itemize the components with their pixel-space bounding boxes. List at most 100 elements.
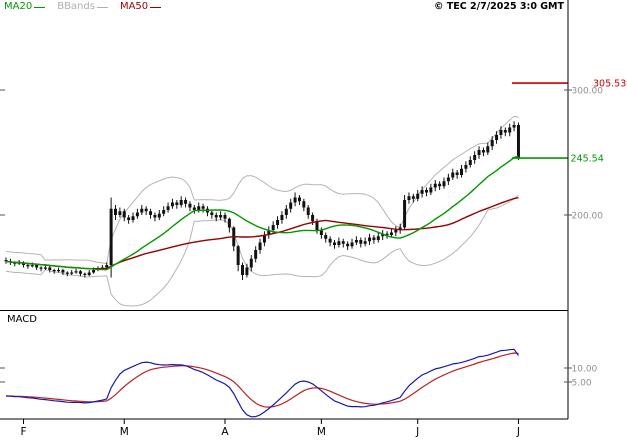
candle-body — [271, 225, 275, 230]
candle-body — [131, 216, 135, 220]
candle-body — [403, 200, 407, 228]
candle-body — [289, 202, 293, 209]
candle-body — [144, 208, 148, 212]
candle-body — [87, 272, 91, 275]
candle-body — [473, 155, 477, 160]
candle-body — [490, 140, 494, 147]
bollinger-lower-line — [5, 194, 519, 307]
candle-body — [341, 241, 345, 244]
candle-body — [241, 265, 245, 275]
candle-body — [4, 260, 8, 262]
macd-panel-label: MACD — [7, 314, 37, 325]
candle-body — [481, 150, 485, 153]
candle-body — [389, 232, 393, 235]
candle-body — [503, 130, 507, 133]
candle-body — [293, 197, 297, 203]
candle-body — [486, 146, 490, 153]
candle-body — [354, 240, 358, 243]
candle-body — [65, 272, 69, 274]
candle-body — [236, 246, 240, 265]
month-label: M — [317, 426, 326, 438]
candle-body — [78, 271, 82, 274]
candle-body — [254, 250, 258, 259]
candle-body — [26, 265, 30, 267]
month-label: J — [415, 426, 419, 438]
price-hlines: 305.53 245.54 — [512, 79, 626, 165]
legend-item-ma50: MA50 — [120, 1, 162, 13]
candle-body — [411, 196, 415, 199]
candle-body — [245, 267, 249, 275]
candle-body — [118, 211, 122, 215]
candle-body — [210, 212, 214, 215]
macd-signal-line — [6, 352, 519, 408]
candle-body — [267, 230, 271, 235]
candle-body — [315, 221, 319, 230]
candle-body — [149, 211, 153, 215]
candle-body — [368, 237, 372, 242]
candle-body — [188, 203, 192, 208]
candle-body — [499, 130, 503, 135]
ma20-legend-line-swatch — [34, 7, 46, 8]
macd-series — [5, 348, 519, 418]
candle-body — [22, 262, 26, 265]
candle-body — [420, 190, 424, 194]
legend-item-ma20: MA20 — [4, 1, 46, 13]
candle-body — [394, 230, 398, 233]
candle-body — [306, 207, 310, 215]
candle-body — [214, 215, 218, 218]
candle-body — [179, 200, 183, 205]
candle-body — [424, 190, 428, 193]
candle-body — [280, 215, 284, 220]
last-price-label: 245.54 — [571, 154, 604, 165]
candle-body — [140, 208, 144, 213]
candle-body — [464, 165, 468, 169]
month-label: M — [120, 426, 129, 438]
candle-body — [455, 172, 459, 175]
candle-body — [223, 215, 227, 219]
candle-body — [468, 160, 472, 165]
candle-body — [385, 233, 389, 235]
month-label: F — [20, 426, 26, 438]
candle-body — [219, 215, 223, 218]
bollinger-upper-line — [5, 115, 519, 265]
candle-body — [372, 237, 376, 240]
chart-legend: MA20 BBands MA50 — [4, 1, 162, 13]
candle-body — [61, 270, 65, 273]
candle-body — [52, 270, 56, 272]
candle-body — [109, 208, 113, 265]
moving-averages — [5, 155, 519, 271]
candle-body — [297, 197, 301, 202]
candle-body — [284, 208, 288, 215]
candle-body — [184, 200, 188, 204]
candle-body — [35, 265, 39, 268]
candle-body — [416, 193, 420, 199]
candle-body — [359, 240, 363, 244]
ma20-line — [5, 155, 519, 271]
copyright-text: © TEC 2/7/2025 3:0 GMT — [433, 1, 564, 12]
bbands-legend-line-swatch — [96, 7, 108, 8]
candle-body — [92, 270, 96, 273]
ma20-legend-label: MA20 — [4, 1, 33, 12]
candle-body — [127, 217, 131, 220]
candle-body — [324, 235, 328, 239]
candle-body — [508, 127, 512, 133]
macd-axis-label: 10.00 — [572, 365, 598, 375]
candle-body — [363, 241, 367, 244]
candle-body — [495, 135, 499, 140]
candle-body — [337, 241, 341, 245]
candle-body — [227, 218, 231, 228]
candle-body — [433, 183, 437, 188]
candle-body — [346, 243, 350, 247]
candle-body — [43, 267, 47, 269]
candle-body — [460, 168, 464, 175]
candle-body — [442, 181, 446, 187]
candle-body — [192, 207, 196, 210]
candle-body — [398, 227, 402, 230]
candle-body — [477, 150, 481, 155]
candle-body — [516, 125, 520, 159]
candle-body — [135, 212, 139, 217]
candle-body — [451, 172, 455, 178]
candle-body — [438, 183, 442, 187]
candle-body — [122, 211, 126, 218]
